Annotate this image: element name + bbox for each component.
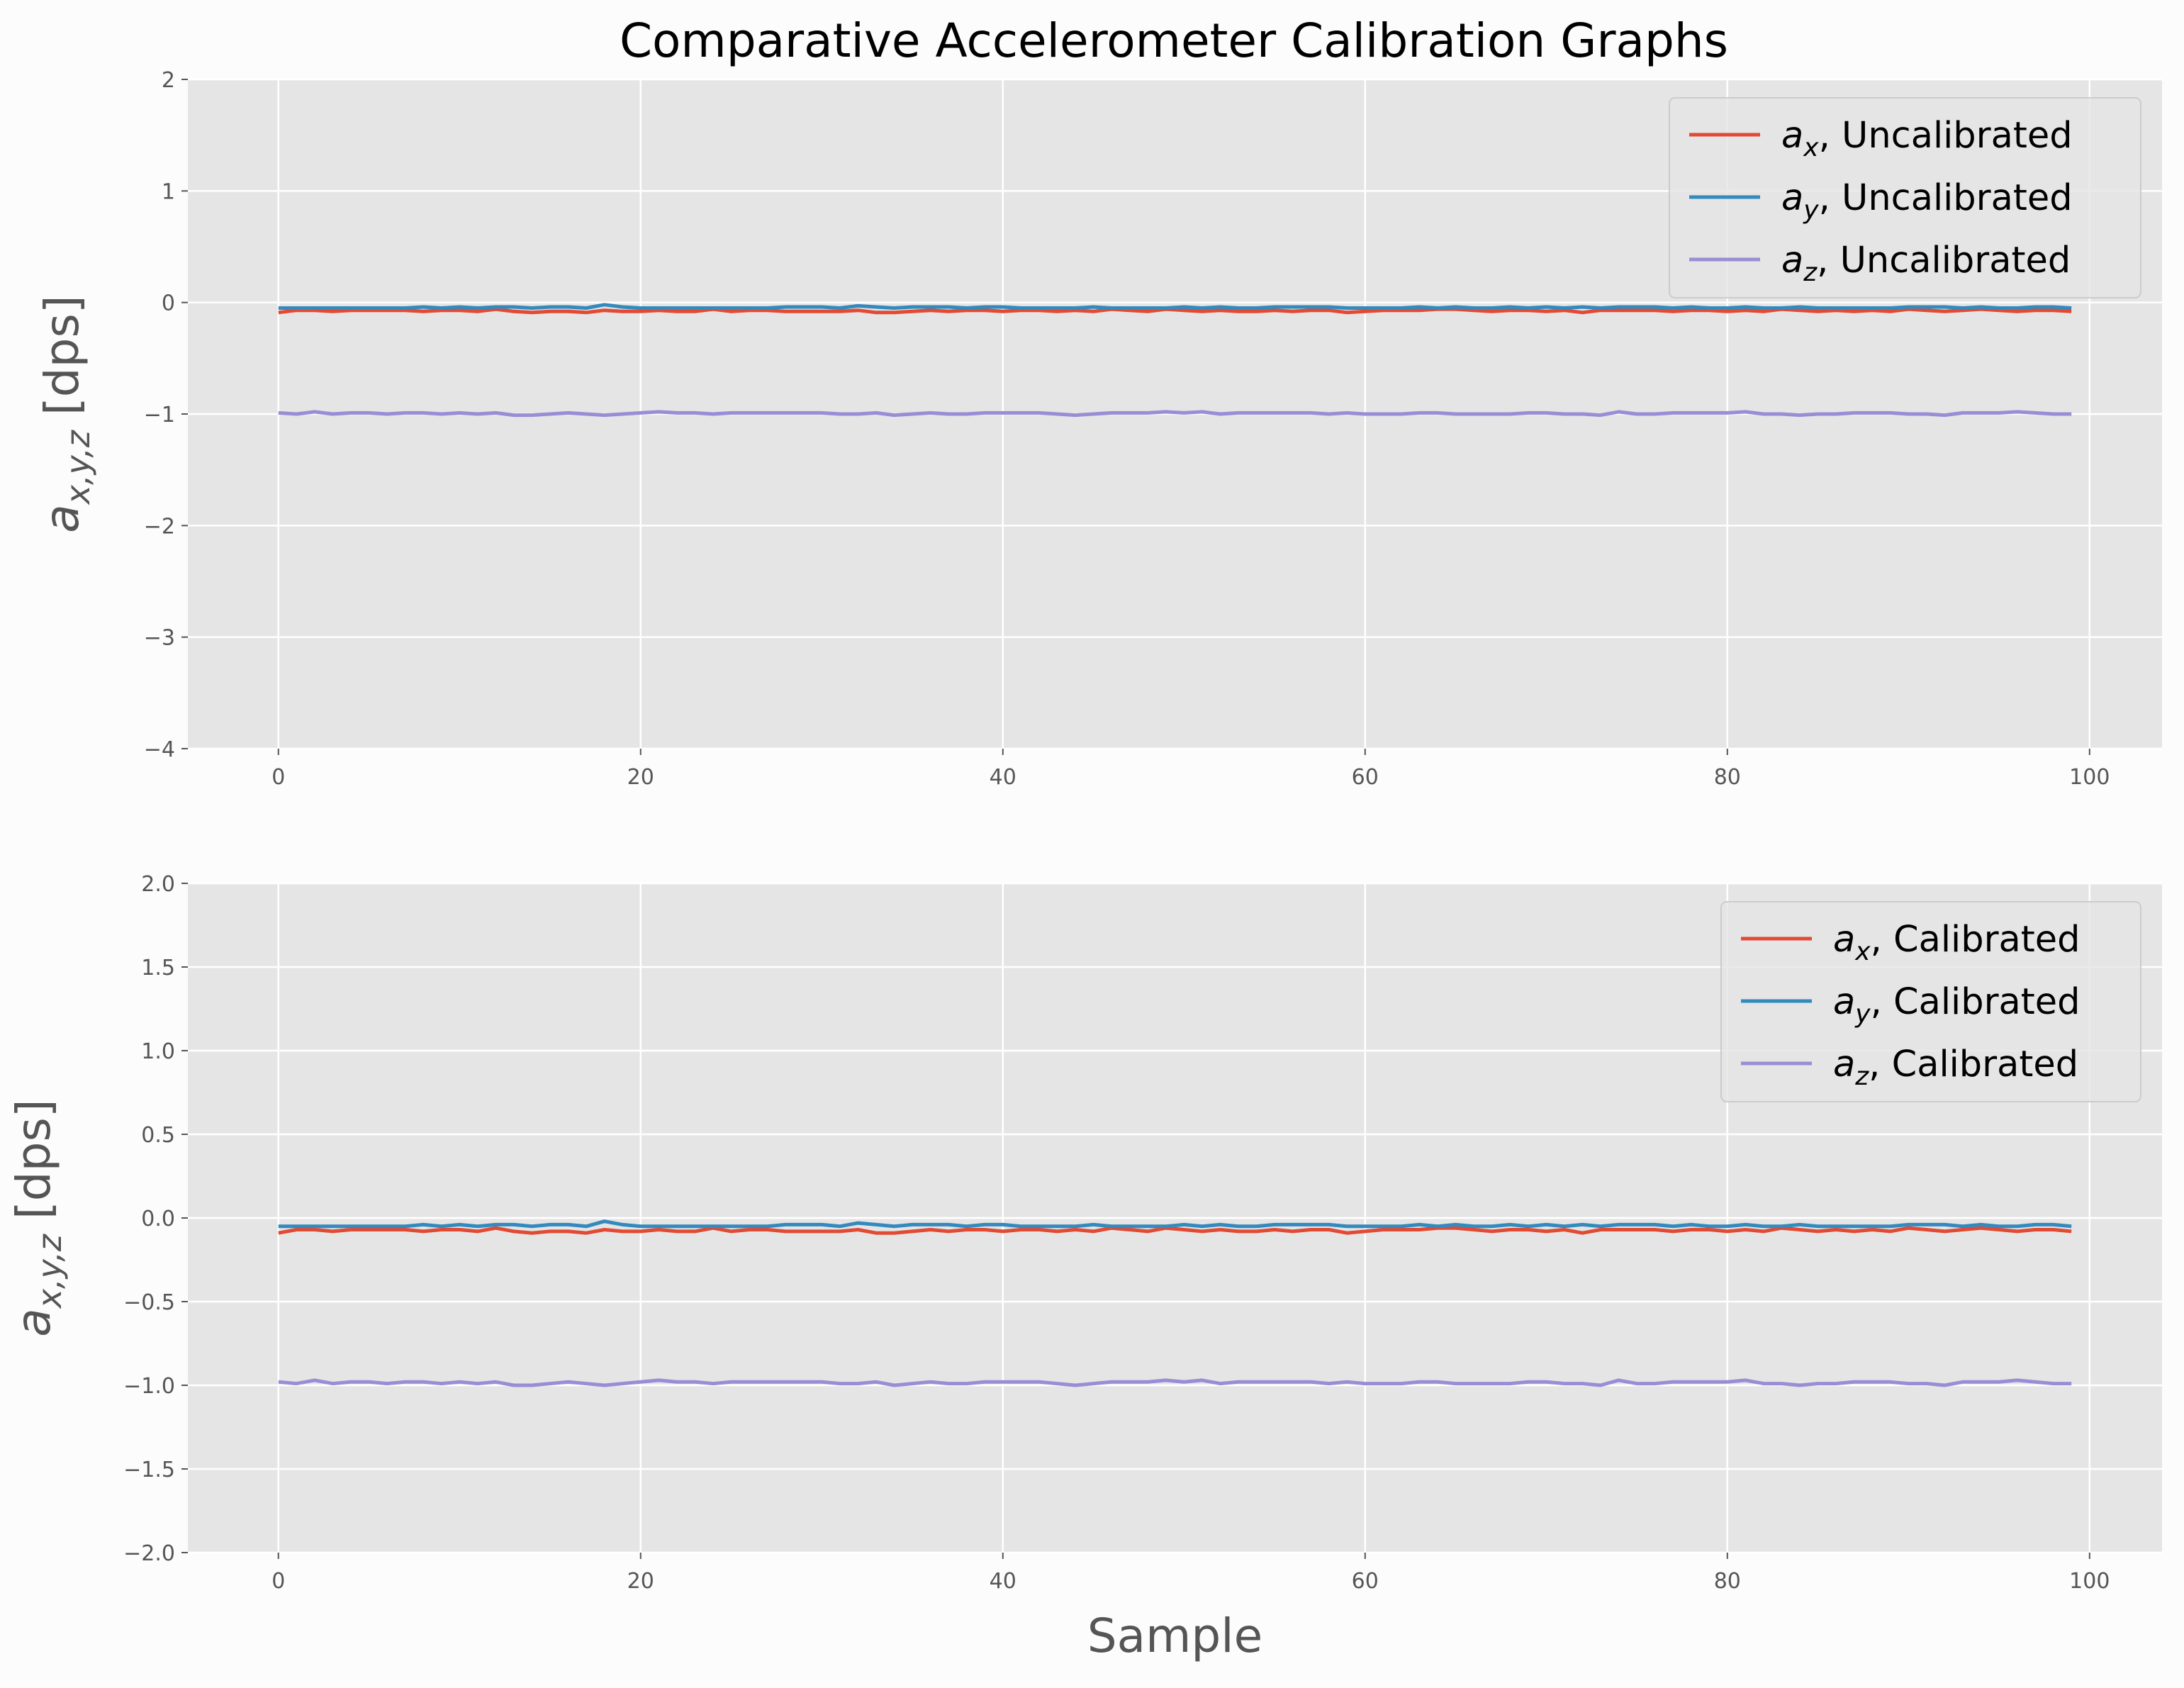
- y-axis-label: ax,y,z [dps]: [35, 295, 97, 532]
- y-tick-label: −3: [144, 626, 175, 651]
- legend-label-y: ay, Uncalibrated: [1781, 177, 2073, 225]
- x-tick-label: 20: [627, 1569, 654, 1594]
- y-tick-label: 1: [162, 179, 175, 204]
- series-line-x: [278, 307, 2072, 315]
- y-tick-label: −1: [144, 403, 175, 427]
- y-tick-label: −0.5: [123, 1290, 175, 1315]
- x-tick-label: 0: [271, 1569, 285, 1594]
- x-tick-label: 80: [1714, 765, 1741, 790]
- chart-title: Comparative Accelerometer Calibration Gr…: [620, 13, 1728, 68]
- y-tick-label: −1.5: [123, 1458, 175, 1482]
- bottom-panel-calibrated: 0 20 40 60 80 100 −2.0 −1.5 −1.0 −0.5 0.0 0.5 1.0 1.5…: [6, 872, 2162, 1663]
- y-tick-label: 1.5: [141, 956, 175, 980]
- y-tick-label: 0: [162, 291, 175, 316]
- x-tick-label: 0: [271, 765, 285, 790]
- x-tick-label: 60: [1352, 1569, 1379, 1594]
- x-tick-label: 40: [990, 1569, 1017, 1594]
- x-tick-label: 100: [2069, 1569, 2110, 1594]
- y-tick-label: −1.0: [123, 1374, 175, 1399]
- y-axis-label: ax,y,z [dps]: [6, 1099, 69, 1336]
- series-line-y: [278, 1219, 2072, 1229]
- x-tick-label: 40: [990, 765, 1017, 790]
- x-tick-label: 100: [2069, 765, 2110, 790]
- legend-label-z: az, Calibrated: [1833, 1044, 2078, 1091]
- legend: [1669, 97, 2141, 298]
- series-line-x: [278, 1226, 2072, 1235]
- y-tick-label: 2.0: [141, 872, 175, 897]
- y-tick-label: −2: [144, 514, 175, 539]
- legend-label-y: ay, Calibrated: [1833, 981, 2081, 1029]
- y-tick-label: 0.5: [141, 1123, 175, 1148]
- x-tick-label: 80: [1714, 1569, 1741, 1594]
- legend-label-z: az, Uncalibrated: [1781, 240, 2071, 287]
- x-tick-label: 20: [627, 765, 654, 790]
- legend-label-x: ax, Uncalibrated: [1781, 115, 2073, 162]
- y-tick-label: 0.0: [141, 1207, 175, 1231]
- x-tick-label: 60: [1352, 765, 1379, 790]
- series-line-y: [278, 303, 2072, 310]
- series-line-z: [278, 410, 2072, 418]
- y-tick-label: −4: [144, 737, 175, 762]
- x-axis-label: Sample: [1087, 1609, 1262, 1663]
- series-line-z: [278, 1378, 2072, 1387]
- y-tick-label: 2: [162, 68, 175, 93]
- y-tick-label: 1.0: [141, 1039, 175, 1064]
- top-panel-uncalibrated: 0 20 40 60 80 100 −4 −3 −2 −1 0 1 2 ax,y,z [dps] ax, U…: [35, 68, 2162, 790]
- y-tick-label: −2.0: [123, 1541, 175, 1566]
- legend: [1720, 901, 2141, 1102]
- legend-label-x: ax, Calibrated: [1833, 919, 2081, 966]
